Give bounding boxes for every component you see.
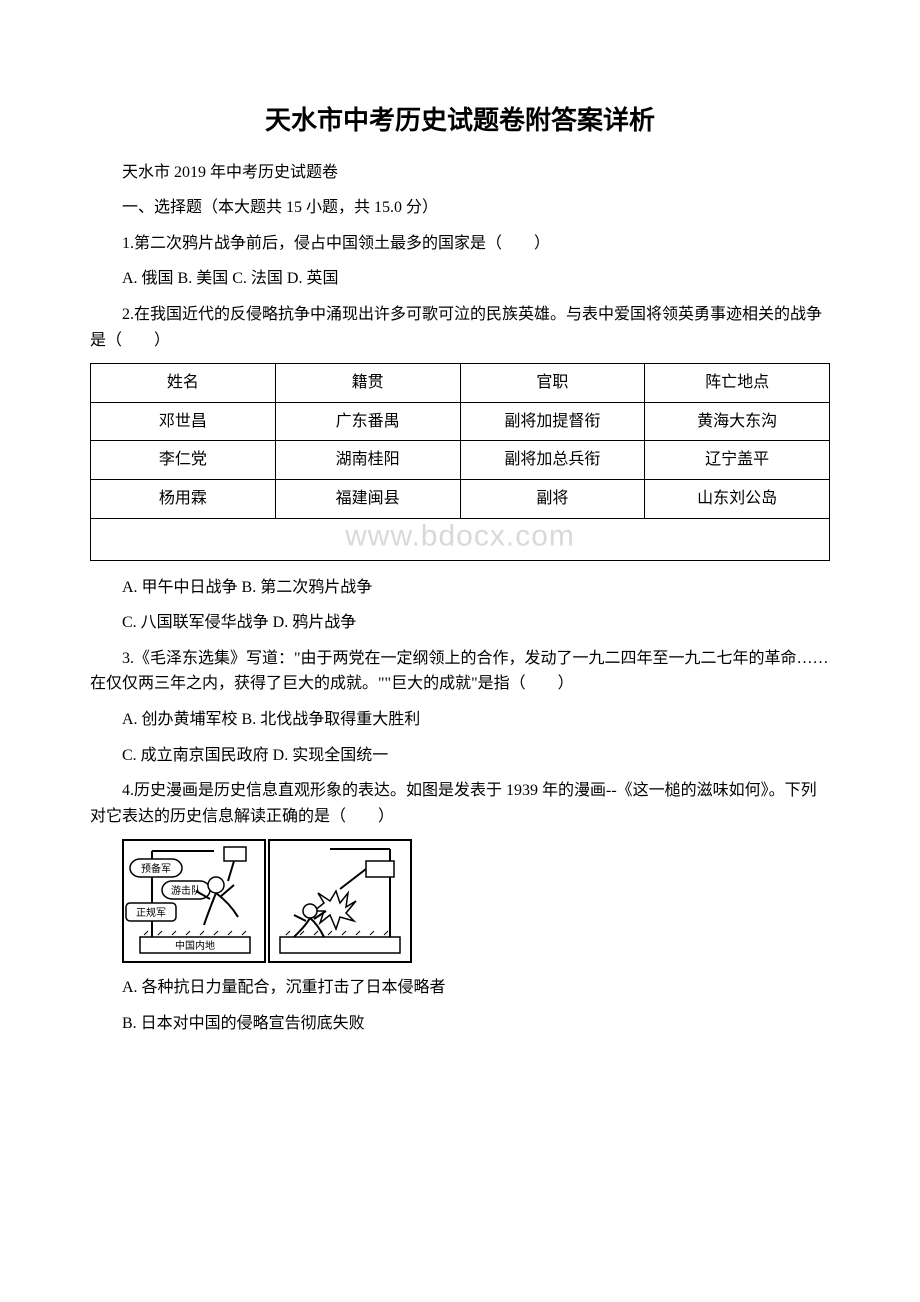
table-header: 籍贯 xyxy=(275,364,460,403)
table-header: 姓名 xyxy=(91,364,276,403)
q4-stem: 4.历史漫画是历史信息直观形象的表达。如图是发表于 1939 年的漫画--《这一… xyxy=(90,778,830,829)
table-cell: 杨用霖 xyxy=(91,479,276,518)
table-row: 杨用霖 福建闽县 副将 山东刘公岛 xyxy=(91,479,830,518)
table-cell: 副将 xyxy=(460,479,645,518)
svg-text:预备军: 预备军 xyxy=(141,862,171,875)
q3-stem: 3.《毛泽东选集》写道："由于两党在一定纲领上的合作，发动了一九二四年至一九二七… xyxy=(90,646,830,697)
table-cell: 山东刘公岛 xyxy=(645,479,830,518)
table-row: 姓名 籍贯 官职 阵亡地点 xyxy=(91,364,830,403)
svg-text:正规军: 正规军 xyxy=(136,906,166,919)
q2-options-line2: C. 八国联军侵华战争 D. 鸦片战争 xyxy=(90,610,830,636)
cartoon-panel-left: 预备军 游击队 正规军 中国内地 xyxy=(122,839,266,963)
q3-options-line1: A. 创办黄埔军校 B. 北伐战争取得重大胜利 xyxy=(90,707,830,733)
table-cell: 李仁党 xyxy=(91,441,276,480)
q2-stem: 2.在我国近代的反侵略抗争中涌现出许多可歌可泣的民族英雄。与表中爱国将领英勇事迹… xyxy=(90,302,830,353)
q1-options: A. 俄国 B. 美国 C. 法国 D. 英国 xyxy=(90,266,830,292)
watermark-cell: www.bdocx.com xyxy=(91,518,830,560)
table-row: www.bdocx.com xyxy=(91,518,830,560)
table-cell: 福建闽县 xyxy=(275,479,460,518)
page-title: 天水市中考历史试题卷附答案详析 xyxy=(90,100,830,142)
svg-text:中国内地: 中国内地 xyxy=(175,939,215,952)
generals-table: 姓名 籍贯 官职 阵亡地点 邓世昌 广东番禺 副将加提督衔 黄海大东沟 李仁党 … xyxy=(90,363,830,560)
table-cell: 副将加提督衔 xyxy=(460,402,645,441)
table-row: 李仁党 湖南桂阳 副将加总兵衔 辽宁盖平 xyxy=(91,441,830,480)
watermark-text: www.bdocx.com xyxy=(345,513,575,561)
table-cell: 辽宁盖平 xyxy=(645,441,830,480)
cartoon-panel-right xyxy=(268,839,412,963)
table-header: 官职 xyxy=(460,364,645,403)
cartoon-figure: 预备军 游击队 正规军 中国内地 xyxy=(122,839,830,963)
subtitle-line: 天水市 2019 年中考历史试题卷 xyxy=(90,160,830,186)
q1-stem: 1.第二次鸦片战争前后，侵占中国领土最多的国家是（ ） xyxy=(90,231,830,257)
table-row: 邓世昌 广东番禺 副将加提督衔 黄海大东沟 xyxy=(91,402,830,441)
table-header: 阵亡地点 xyxy=(645,364,830,403)
q4-option-a: A. 各种抗日力量配合，沉重打击了日本侵略者 xyxy=(90,975,830,1001)
q2-options-line1: A. 甲午中日战争 B. 第二次鸦片战争 xyxy=(90,575,830,601)
q3-options-line2: C. 成立南京国民政府 D. 实现全国统一 xyxy=(90,743,830,769)
table-cell: 邓世昌 xyxy=(91,402,276,441)
table-cell: 黄海大东沟 xyxy=(645,402,830,441)
table-cell: 副将加总兵衔 xyxy=(460,441,645,480)
table-cell: 广东番禺 xyxy=(275,402,460,441)
table-cell: 湖南桂阳 xyxy=(275,441,460,480)
section-heading: 一、选择题（本大题共 15 小题，共 15.0 分） xyxy=(90,195,830,221)
q4-option-b: B. 日本对中国的侵略宣告彻底失败 xyxy=(90,1011,830,1037)
